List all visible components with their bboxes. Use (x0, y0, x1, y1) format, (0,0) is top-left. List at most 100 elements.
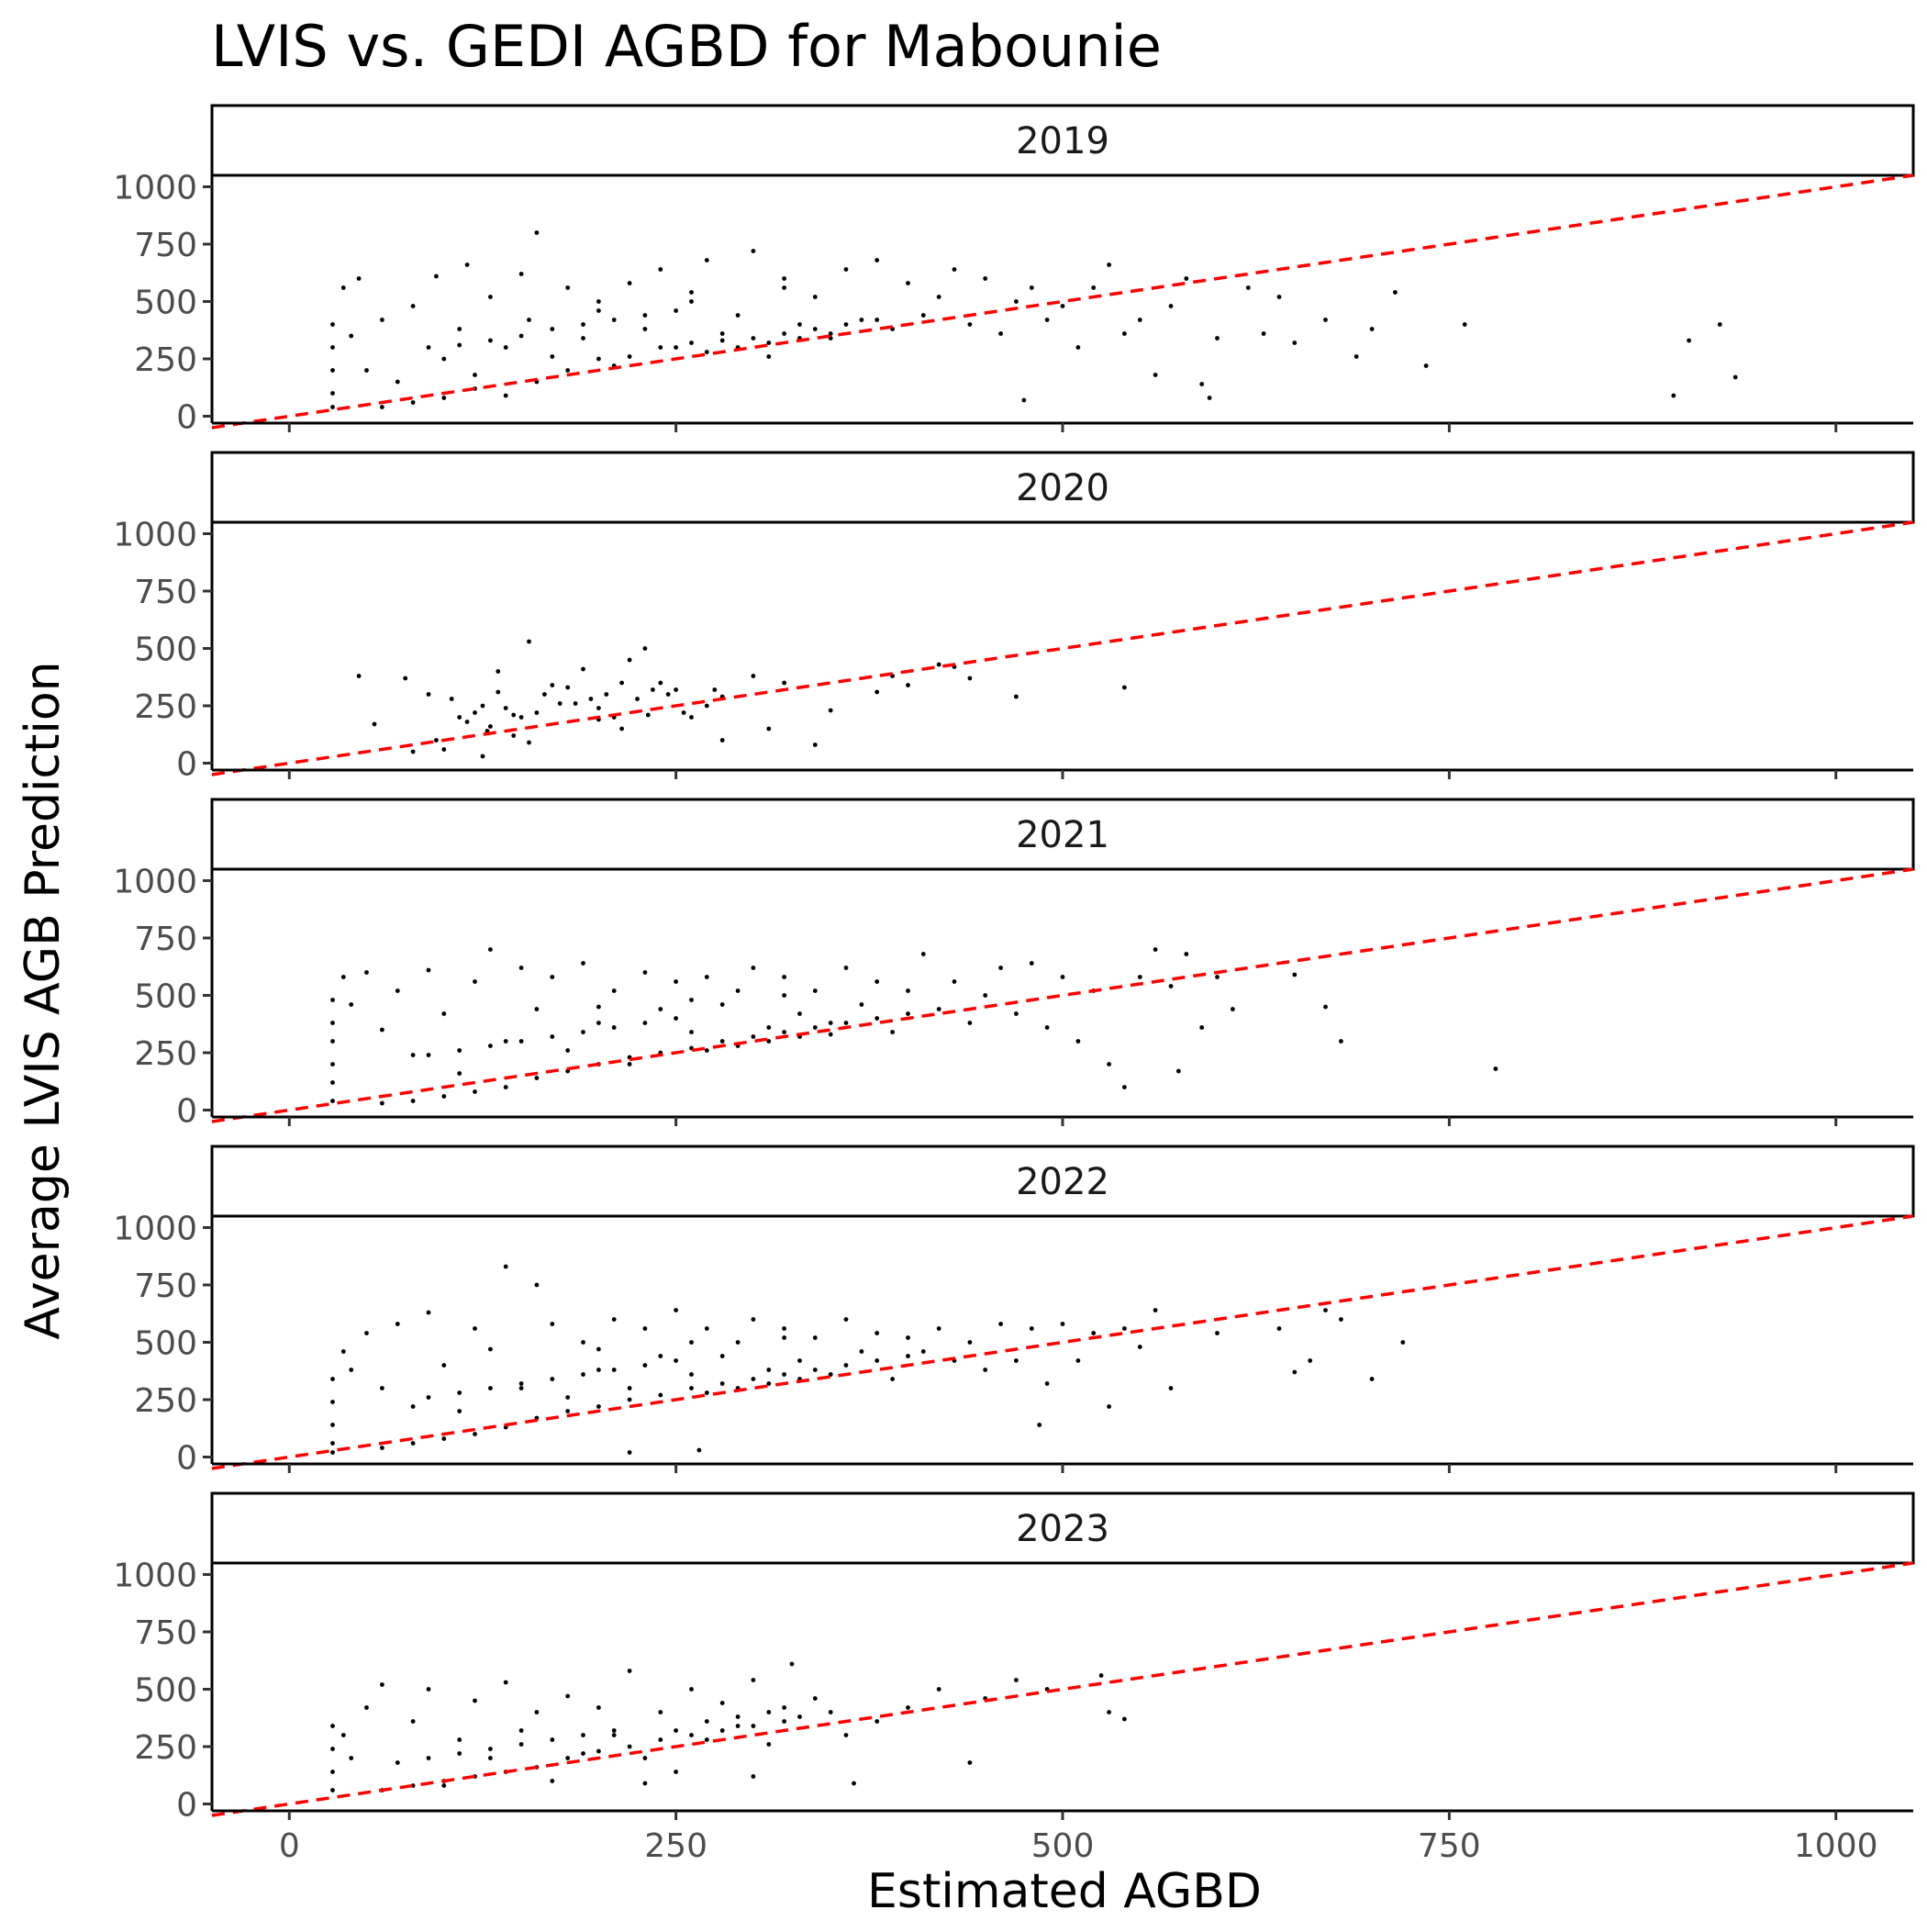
data-point (330, 1099, 335, 1103)
data-point (782, 285, 786, 290)
data-point (488, 1044, 493, 1048)
data-point (658, 267, 663, 272)
x-axis-title: Estimated AGBD (867, 1864, 1262, 1919)
data-point (1199, 1025, 1205, 1030)
data-point (596, 1346, 601, 1352)
data-point (410, 400, 416, 405)
data-point (457, 1737, 462, 1742)
data-point (611, 1728, 617, 1733)
data-point (364, 1331, 369, 1335)
data-point (782, 993, 786, 998)
data-point (511, 712, 517, 718)
data-point (1153, 947, 1158, 952)
data-point (534, 1076, 540, 1080)
data-point (457, 327, 462, 331)
data-point (751, 1678, 756, 1682)
data-point (403, 676, 408, 681)
data-point (704, 1048, 709, 1053)
data-point (906, 1011, 910, 1016)
data-point (751, 1724, 756, 1728)
data-point (674, 345, 678, 350)
data-point (503, 706, 508, 710)
data-point (611, 1368, 617, 1372)
data-point (627, 657, 632, 663)
data-point (330, 1450, 335, 1455)
data-point (340, 1349, 346, 1354)
data-point (936, 1687, 941, 1692)
data-point (410, 749, 416, 754)
data-point (581, 961, 585, 966)
data-point (1339, 1317, 1343, 1322)
data-point (534, 710, 540, 715)
data-point (704, 1737, 709, 1742)
data-points (330, 230, 1738, 409)
data-point (751, 249, 756, 253)
data-point (1423, 363, 1429, 368)
data-point (704, 1390, 709, 1395)
data-point (658, 345, 663, 350)
data-point (689, 998, 694, 1002)
data-point (596, 1368, 601, 1372)
data-point (751, 674, 756, 678)
data-point (518, 1039, 524, 1044)
data-point (611, 1733, 617, 1737)
data-point (550, 1034, 555, 1039)
data-point (828, 1710, 833, 1714)
data-point (689, 1030, 694, 1034)
data-point (480, 703, 485, 709)
data-point (859, 1349, 864, 1354)
data-point (1122, 331, 1127, 336)
data-point (812, 1696, 818, 1701)
data-point (441, 1011, 447, 1016)
data-point (364, 1705, 369, 1710)
data-point (473, 373, 477, 377)
data-point (1153, 1308, 1158, 1312)
data-point (906, 988, 910, 993)
data-point (1107, 262, 1111, 267)
data-point (349, 1756, 354, 1760)
data-point (1215, 975, 1220, 979)
data-point (1037, 1423, 1042, 1427)
data-point (565, 1395, 571, 1400)
data-point (518, 333, 524, 339)
data-point (441, 1783, 447, 1788)
data-point (503, 1085, 508, 1089)
data-point (1276, 1326, 1282, 1331)
data-point (812, 1335, 818, 1340)
data-point (581, 666, 585, 672)
data-point (704, 1326, 709, 1331)
data-point (1060, 975, 1065, 979)
y-tick-label: 1000 (113, 1211, 197, 1248)
data-point (1687, 338, 1691, 343)
data-point (573, 701, 578, 706)
data-point (480, 754, 485, 759)
data-point (627, 1669, 632, 1673)
data-point (936, 1007, 941, 1011)
data-point (1014, 694, 1019, 699)
data-point (488, 295, 493, 299)
data-point (642, 1756, 648, 1760)
data-point (426, 1053, 431, 1057)
y-tick-label: 1000 (113, 517, 197, 554)
facet-panels: 2019025050075010002020025050075010002021… (113, 104, 1915, 1865)
data-point (395, 379, 400, 385)
data-point (1098, 1673, 1104, 1678)
data-point (473, 710, 477, 715)
data-point (828, 1032, 833, 1037)
data-point (751, 336, 756, 341)
x-tick-label: 750 (1418, 1827, 1481, 1865)
y-tick-label: 250 (134, 1729, 197, 1767)
y-tick-label: 0 (176, 1787, 197, 1825)
data-point (596, 706, 601, 710)
data-point (782, 1705, 786, 1710)
data-point (380, 405, 384, 409)
data-point (410, 1099, 416, 1103)
data-point (651, 687, 655, 692)
data-point (503, 1039, 508, 1044)
data-point (920, 1349, 926, 1354)
data-point (812, 327, 818, 331)
data-point (473, 1326, 477, 1331)
data-point (1323, 1004, 1328, 1010)
data-point (1369, 1377, 1375, 1381)
data-point (356, 674, 362, 678)
